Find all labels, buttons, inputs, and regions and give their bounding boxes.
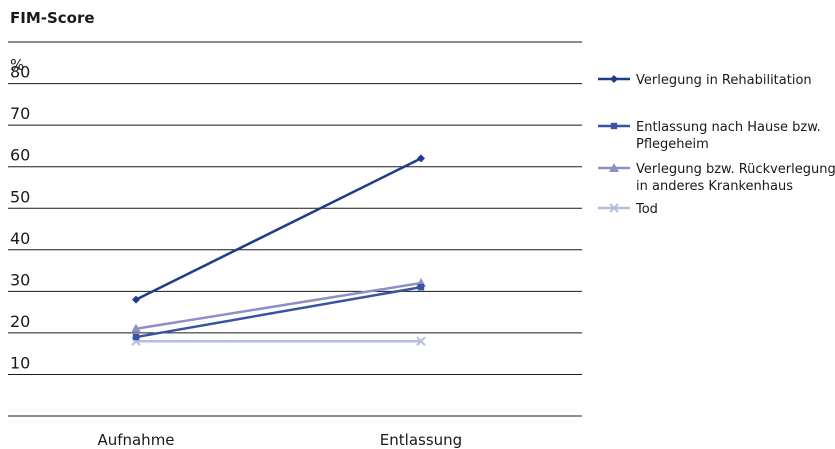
x-category-label: Entlassung xyxy=(380,431,462,449)
y-tick-label: 10 xyxy=(10,353,30,372)
y-tick-label: 20 xyxy=(10,312,30,331)
series-1 xyxy=(132,154,425,304)
data-point-marker xyxy=(609,203,619,213)
series-lines xyxy=(131,154,426,346)
legend-label: Verlegung bzw. Rückverlegung in anderes K… xyxy=(636,162,835,194)
series-4 xyxy=(131,336,426,346)
chart-title: FIM-Score xyxy=(10,9,95,27)
series-line xyxy=(135,281,422,330)
grid xyxy=(8,41,582,417)
series-2 xyxy=(132,283,425,341)
data-point-marker xyxy=(416,336,426,346)
y-tick-label: 50 xyxy=(10,187,30,206)
series-line xyxy=(135,157,422,301)
legend-label: Tod xyxy=(635,202,658,217)
y-tick-label: 60 xyxy=(10,146,30,165)
legend-item-4: Tod xyxy=(598,202,658,217)
legend-item-1: Verlegung in Rehabilitation xyxy=(598,73,812,88)
data-point-marker xyxy=(609,163,619,172)
data-point-marker xyxy=(131,323,141,333)
data-point-marker xyxy=(417,283,425,291)
legend-label: Entlassung nach Hause bzw. Pflegeheim xyxy=(636,120,821,152)
data-point-marker xyxy=(132,333,140,341)
y-unit-label: % xyxy=(10,56,24,74)
y-axis-ticks: 10 20 30 40 50 60 70 80 xyxy=(10,63,30,373)
data-point-marker xyxy=(610,122,618,130)
legend-item-2: Entlassung nach Hause bzw. Pflegeheim xyxy=(598,120,821,152)
y-tick-label: 30 xyxy=(10,270,30,289)
marker-stroke xyxy=(416,336,426,346)
y-tick-label: 40 xyxy=(10,229,30,248)
data-point-marker xyxy=(610,75,618,83)
y-tick-label: 80 xyxy=(10,63,30,82)
legend-label: Verlegung in Rehabilitation xyxy=(636,73,812,88)
series-3 xyxy=(131,278,426,333)
legend: Verlegung in Rehabilitation Entlassung na… xyxy=(598,73,835,217)
data-point-marker xyxy=(417,154,425,163)
legend-item-3: Verlegung bzw. Rückverlegung in anderes K… xyxy=(598,162,835,194)
x-axis-categories: Aufnahme Entlassung xyxy=(97,431,462,449)
x-category-label: Aufnahme xyxy=(97,431,174,449)
data-point-marker xyxy=(132,295,140,304)
y-tick-label: 70 xyxy=(10,104,30,123)
series-line xyxy=(135,285,422,339)
marker-stroke xyxy=(609,203,619,213)
